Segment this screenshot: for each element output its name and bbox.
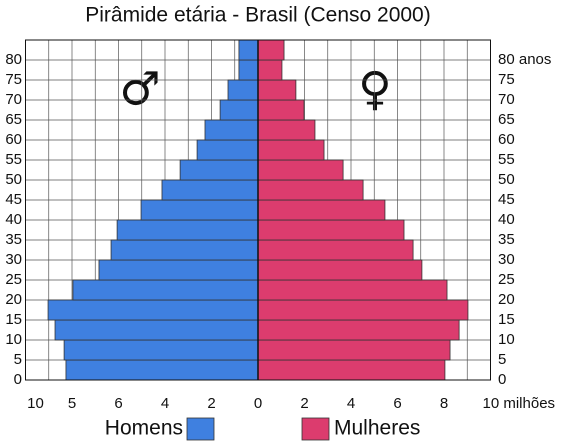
x-tick-label: 2: [300, 395, 308, 412]
legend-swatch: [186, 417, 215, 441]
y-tick-label: 75: [5, 71, 22, 88]
y-tick-label: 60: [5, 131, 22, 148]
x-tick-label: 4: [161, 395, 169, 412]
y2-tick-label: 70: [498, 91, 515, 108]
y2-tick-label: 60: [498, 131, 515, 148]
bar: [65, 359, 259, 381]
x-tick-label: 6: [114, 395, 122, 412]
y-tick-label: 50: [5, 171, 22, 188]
y2-tick-label: 5: [498, 351, 506, 368]
bar: [161, 179, 259, 201]
y-tick-label: 5: [14, 351, 22, 368]
y-tick-label: 80: [5, 51, 22, 68]
y2-tick-label: 0: [498, 371, 506, 388]
y2-tick-label: 35: [498, 231, 515, 248]
y2-tick-label: 50: [498, 171, 515, 188]
y-tick-label: 30: [5, 251, 22, 268]
bar: [98, 259, 259, 281]
bar: [257, 299, 469, 321]
bar: [257, 59, 283, 81]
bar: [140, 199, 259, 221]
y2-tick-label: 30: [498, 251, 515, 268]
y2-tick-label: 40: [498, 211, 515, 228]
x-tick-label: 10 milhões: [483, 395, 556, 412]
y2-tick-label: 55: [498, 151, 515, 168]
bar: [257, 119, 316, 141]
bar: [110, 239, 259, 261]
bar: [196, 139, 259, 161]
bar: [238, 39, 259, 61]
bar: [257, 159, 344, 181]
bar: [257, 99, 305, 121]
bar: [257, 79, 297, 101]
bar: [204, 119, 259, 141]
female-symbol: ♀: [358, 62, 392, 116]
y2-tick-label: 15: [498, 311, 515, 328]
bar: [54, 319, 259, 341]
bar: [257, 39, 285, 61]
bar: [257, 239, 414, 261]
y2-tick-label: 75: [498, 71, 515, 88]
bar: [257, 359, 446, 381]
y2-tick-label: 65: [498, 111, 515, 128]
bar: [227, 79, 259, 101]
y-tick-label: 0: [14, 371, 22, 388]
y-tick-label: 55: [5, 151, 22, 168]
bar: [257, 199, 386, 221]
y2-tick-label: 80 anos: [498, 51, 551, 68]
legend-label: Homens: [105, 417, 183, 440]
x-tick-label: 10: [27, 395, 44, 412]
y-tick-label: 15: [5, 311, 22, 328]
x-tick-label: 2: [207, 395, 215, 412]
chart-title: Pirâmide etária - Brasil (Censo 2000): [85, 4, 430, 27]
bar: [257, 279, 448, 301]
bar: [257, 139, 325, 161]
bar: [116, 219, 259, 241]
bar: [219, 99, 259, 121]
legend-swatch: [301, 417, 330, 441]
y-tick-label: 65: [5, 111, 22, 128]
y2-tick-label: 20: [498, 291, 515, 308]
bar: [179, 159, 259, 181]
x-tick-label: 4: [347, 395, 355, 412]
y2-tick-label: 10: [498, 331, 515, 348]
legend-label: Mulheres: [334, 417, 420, 440]
bar: [238, 59, 259, 81]
bar: [257, 339, 451, 361]
x-tick-label: 8: [440, 395, 448, 412]
bar: [257, 319, 460, 341]
male-symbol: ♂: [119, 62, 160, 116]
bar: [257, 179, 364, 201]
bar: [47, 299, 259, 321]
y-tick-label: 70: [5, 91, 22, 108]
x-tick-label: 5: [68, 395, 76, 412]
bar: [257, 259, 423, 281]
y-tick-label: 45: [5, 191, 22, 208]
y2-tick-label: 45: [498, 191, 515, 208]
y-tick-label: 40: [5, 211, 22, 228]
y-tick-label: 25: [5, 271, 22, 288]
y-tick-label: 10: [5, 331, 22, 348]
bar: [72, 279, 259, 301]
y-tick-label: 35: [5, 231, 22, 248]
x-tick-label: 0: [254, 395, 262, 412]
x-tick-label: 6: [393, 395, 401, 412]
y-tick-label: 20: [5, 291, 22, 308]
bar: [63, 339, 259, 361]
bar: [257, 219, 405, 241]
y2-tick-label: 25: [498, 271, 515, 288]
